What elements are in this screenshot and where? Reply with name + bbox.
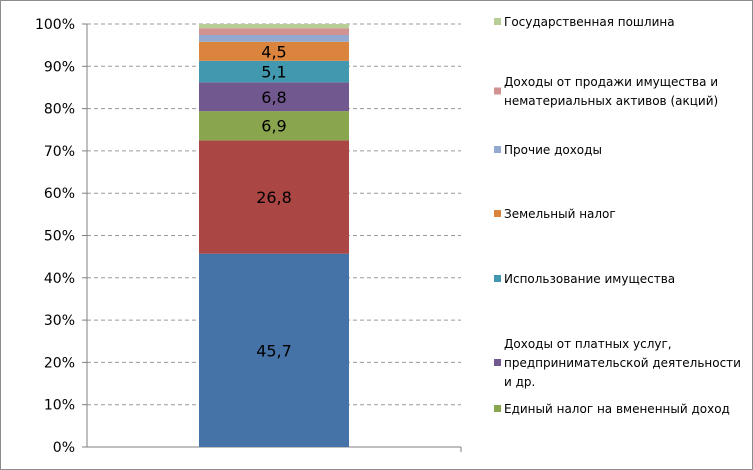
- legend-label: Доходы от продажи имущества и: [504, 75, 718, 89]
- y-tick-label: 40%: [44, 271, 75, 287]
- legend-swatch: [494, 18, 501, 25]
- legend-swatch: [494, 359, 501, 366]
- legend-label: и др.: [504, 375, 535, 389]
- legend-swatch: [494, 405, 501, 412]
- data-label: 26,8: [256, 188, 292, 207]
- legend-label: Земельный налог: [504, 207, 616, 221]
- legend-swatch: [494, 275, 501, 282]
- y-tick-label: 90%: [44, 59, 75, 75]
- legend-swatch: [494, 146, 501, 153]
- legend-label: нематериальных активов (акций): [504, 94, 718, 108]
- bar-segment: [199, 24, 349, 29]
- legend-label: Единый налог на вмененный доход: [504, 402, 730, 416]
- y-tick-label: 10%: [44, 398, 75, 414]
- bar-segment: [199, 34, 349, 42]
- y-tick-label: 70%: [44, 144, 75, 160]
- bar-segment: [199, 82, 349, 112]
- data-label: 6,9: [261, 117, 286, 136]
- legend-label: Доходы от платных услуг,: [504, 337, 672, 351]
- legend-swatch: [494, 210, 501, 217]
- legend-label: предпринимательской деятельности: [504, 356, 741, 370]
- legend-label: Использование имущества: [504, 272, 675, 286]
- bar-segment: [199, 140, 349, 254]
- bar-segment: [199, 111, 349, 141]
- y-tick-label: 80%: [44, 102, 75, 118]
- bar-segment: [199, 28, 349, 35]
- legend-swatch: [494, 87, 501, 95]
- data-label: 45,7: [256, 341, 292, 360]
- y-tick-label: 30%: [44, 313, 75, 329]
- data-label: 6,8: [261, 88, 286, 107]
- data-label: 5,1: [261, 63, 286, 82]
- y-tick-label: 20%: [44, 355, 75, 371]
- bar-segment: [199, 253, 349, 447]
- y-tick-label: 50%: [44, 229, 75, 245]
- bar-segment: [199, 60, 349, 83]
- legend-label: Прочие доходы: [504, 143, 602, 157]
- legend-label: Государственная пошлина: [504, 15, 675, 29]
- y-tick-label: 100%: [35, 17, 75, 33]
- y-tick-label: 60%: [44, 186, 75, 202]
- bar-segment: [199, 41, 349, 61]
- data-label: 4,5: [261, 42, 286, 61]
- y-tick-label: 0%: [53, 440, 75, 456]
